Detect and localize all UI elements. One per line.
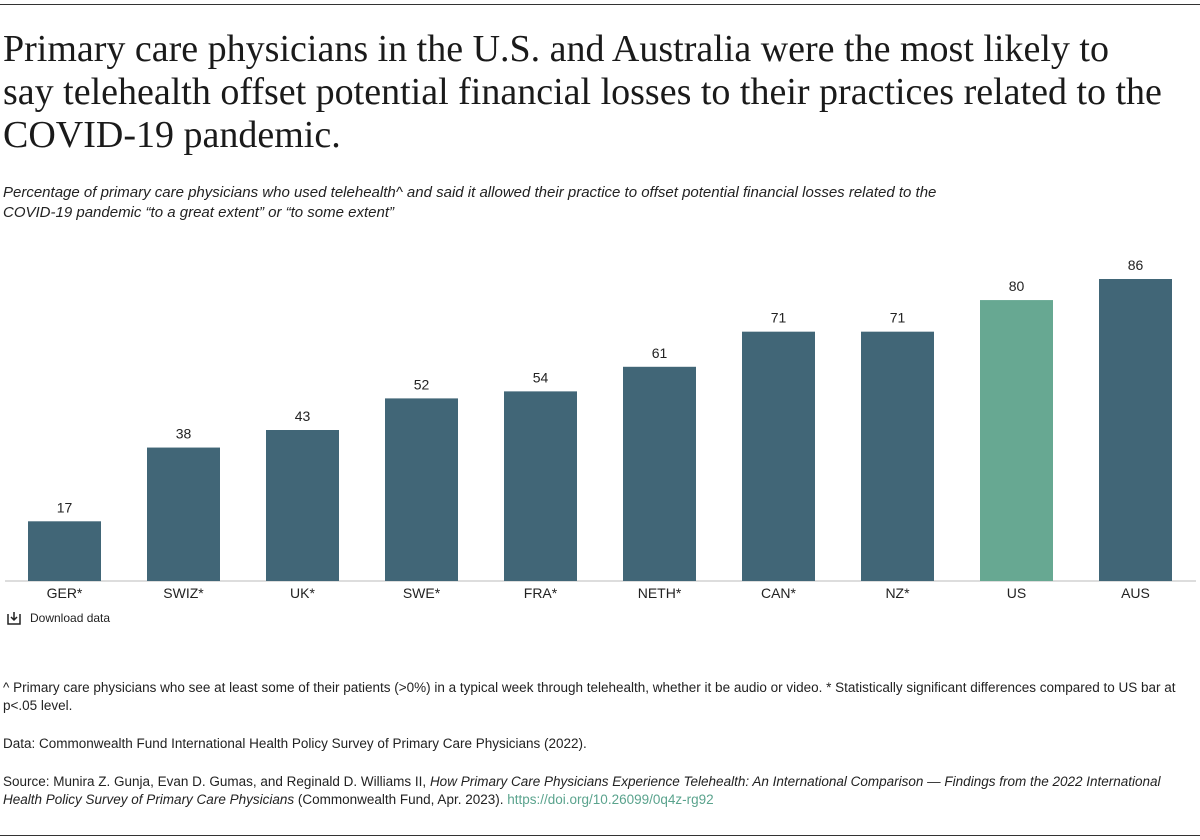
x-tick-label: CAN* [761,585,797,601]
chart-subtitle: Percentage of primary care physicians wh… [3,184,937,221]
top-rule [0,4,1200,5]
value-label: 61 [652,345,668,361]
value-label: 43 [295,408,311,424]
download-label: Download data [30,611,111,625]
x-tick-label: NZ* [885,585,910,601]
chart-title: Primary care physicians in the U.S. and … [3,28,1162,156]
bottom-rule [0,835,1200,836]
value-label: 80 [1009,278,1025,294]
download-icon [7,612,21,625]
source-title: How Primary Care Physicians Experience T… [3,774,1161,807]
value-label: 86 [1128,257,1144,273]
bar [266,430,339,581]
chart: 17 GER* 38 SWIZ* 43 UK* 52 SWE* 54 FRA* 61 NETH* 71 C… [5,257,1196,601]
value-label: 71 [890,310,906,326]
x-tick-label: UK* [290,585,315,601]
x-tick-label: SWE* [403,585,441,601]
value-label: 52 [414,376,430,392]
bar [623,366,696,581]
bar [385,398,458,581]
download-button[interactable]: Download data [6,610,110,626]
bar [980,300,1053,581]
footnote: ^ Primary care physicians who see at lea… [3,680,1176,713]
bar [861,331,934,581]
source-note: Source: Munira Z. Gunja, Evan D. Gumas, … [3,773,1195,809]
value-label: 38 [176,426,192,442]
x-tick-label: AUS [1121,585,1150,601]
x-tick-label: US [1007,585,1026,601]
bar [742,331,815,581]
x-tick-label: NETH* [638,585,682,601]
value-label: 17 [57,499,73,515]
bar [1099,279,1172,581]
source-prefix: Source: Munira Z. Gunja, Evan D. Gumas, … [3,774,427,789]
x-tick-label: SWIZ* [163,585,204,601]
source-link[interactable]: https://doi.org/10.26099/0q4z-rg92 [507,792,714,807]
bar [28,521,101,581]
value-label: 71 [771,310,787,326]
value-label: 54 [533,369,549,385]
bar [504,391,577,581]
data-note: Data: Commonwealth Fund International He… [3,736,587,751]
source-suffix: (Commonwealth Fund, Apr. 2023). [297,792,504,807]
bar [147,447,220,581]
x-tick-label: FRA* [524,585,558,601]
x-tick-label: GER* [47,585,83,601]
